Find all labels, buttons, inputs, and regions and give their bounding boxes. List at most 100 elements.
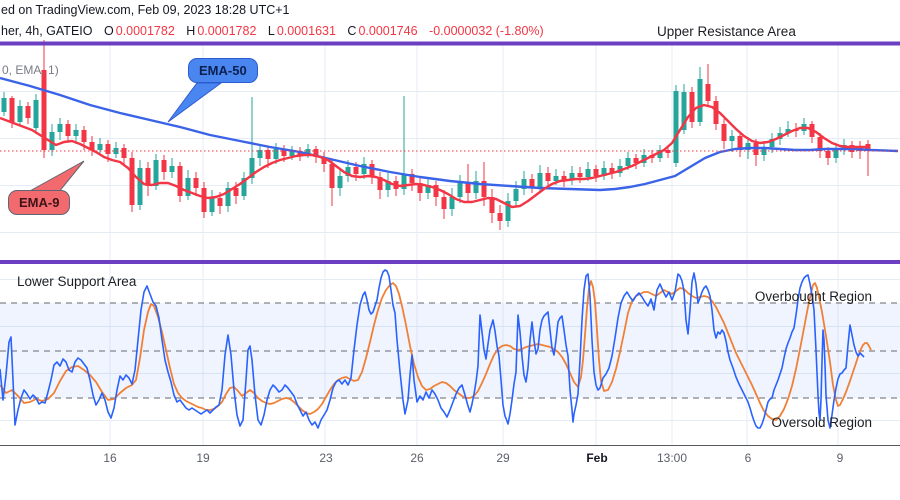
candle-body: [345, 167, 351, 176]
candle-body: [193, 178, 199, 188]
candle-body: [625, 158, 631, 166]
candle-body: [449, 197, 455, 209]
ohlc-low-value: 0.0001631: [276, 24, 336, 38]
candle-body: [89, 142, 95, 150]
candle-body: [745, 143, 751, 150]
candle-body: [137, 168, 143, 205]
candle-body: [97, 144, 103, 150]
candle-body: [609, 168, 615, 173]
candle-body: [329, 164, 335, 188]
candle-body: [489, 197, 495, 213]
symbol-context: her, 4h, GATEIO: [1, 24, 93, 38]
candle-body: [209, 198, 215, 212]
candle-body: [217, 198, 223, 206]
candle-body: [409, 174, 415, 183]
candle-body: [601, 168, 607, 176]
candle-body: [417, 183, 423, 193]
candle-body: [281, 149, 287, 156]
candle-body: [553, 176, 559, 181]
upper-resistance-label: Upper Resistance Area: [657, 24, 796, 39]
candle-body: [785, 129, 791, 133]
x-axis-label: 19: [196, 451, 210, 465]
x-axis-label: 9: [836, 451, 844, 465]
candle-body: [497, 213, 503, 221]
ema50-line: [0, 76, 899, 192]
candle-body: [401, 174, 407, 189]
candle-body: [713, 101, 719, 124]
candle-body: [57, 124, 63, 132]
x-axis-label: Feb: [586, 451, 608, 465]
candle-body: [385, 181, 391, 190]
candle-body: [689, 92, 695, 122]
x-axis-label: 16: [103, 451, 117, 465]
ohlc-close-label: C: [347, 24, 357, 38]
candle-body: [561, 176, 567, 180]
candle-body: [521, 179, 527, 189]
indicator-settings-label: 0, EMA, 1): [2, 63, 59, 77]
candle-body: [505, 201, 511, 221]
candle-body: [201, 188, 207, 212]
candle-body: [145, 168, 151, 186]
x-axis-label: 6: [744, 451, 752, 465]
candle-body: [321, 157, 327, 164]
candle-body: [457, 183, 463, 197]
candle-body: [833, 149, 839, 158]
candle-body: [313, 149, 319, 157]
published-on-line: ed on TradingView.com, Feb 09, 2023 18:2…: [1, 3, 290, 17]
candle-body: [729, 136, 735, 141]
ema9-line: [0, 103, 866, 209]
candle-body: [169, 166, 175, 172]
candle-body: [33, 100, 39, 128]
candle-body: [537, 173, 543, 187]
candle-body: [73, 130, 79, 136]
bottom-margin: [0, 471, 900, 500]
ohlc-open-label: O: [103, 24, 114, 38]
x-axis-label: 29: [496, 451, 510, 465]
candle-body: [593, 169, 599, 176]
ohlc-low-label: L: [267, 24, 275, 38]
candle-body: [585, 169, 591, 177]
ema50-callout: EMA-50: [188, 58, 258, 83]
candle-body: [225, 188, 231, 206]
candle-body: [65, 124, 71, 136]
candle-body: [577, 173, 583, 177]
candle-body: [185, 178, 191, 196]
candle-body: [681, 92, 687, 130]
candle-body: [529, 179, 535, 187]
candle-body: [569, 173, 575, 180]
oversold-region-label: Oversold Region: [771, 415, 872, 430]
candle-body: [353, 167, 359, 174]
candle-body: [1, 98, 7, 112]
candle-body: [257, 150, 263, 158]
candle-body: [161, 160, 167, 172]
x-axis-label: 13:00: [656, 451, 688, 465]
time-axis[interactable]: 16 19 23 26 29 Feb 13:00 6 9: [0, 445, 900, 472]
candle-body: [817, 137, 823, 151]
candle-body: [273, 149, 279, 159]
candle-body: [825, 151, 831, 158]
candle-body: [377, 177, 383, 190]
ohlc-close-value: 0.0001746: [358, 24, 418, 38]
ohlc-open-value: 0.0001782: [115, 24, 175, 38]
ohlc-change-value: -0.0000032 (-1.80%): [429, 24, 544, 38]
candle-body: [369, 164, 375, 177]
ohlc-high-label: H: [186, 24, 196, 38]
candle-body: [177, 166, 183, 196]
candle-body: [129, 158, 135, 205]
candle-body: [705, 84, 711, 101]
x-axis-label: 23: [319, 451, 333, 465]
lower-support-label: Lower Support Area: [17, 274, 137, 289]
candle-body: [49, 132, 55, 150]
candle-body: [441, 197, 447, 209]
candle-body: [545, 173, 551, 181]
x-axis-label: 26: [410, 451, 424, 465]
overbought-region-label: Overbought Region: [754, 289, 872, 304]
candle-body: [241, 178, 247, 196]
candle-body: [513, 189, 519, 201]
candle-body: [289, 151, 295, 156]
candle-body: [697, 79, 703, 122]
candle-body: [233, 188, 239, 196]
